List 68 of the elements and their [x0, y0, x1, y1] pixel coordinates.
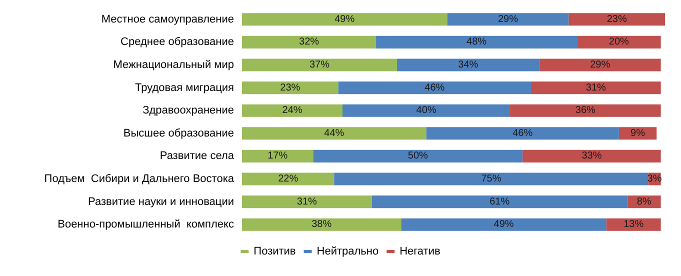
data-label: 40%	[416, 105, 436, 116]
bar	[242, 58, 397, 72]
data-label: 29%	[498, 14, 518, 25]
data-label: 24%	[282, 105, 302, 116]
data-label: 48%	[466, 36, 487, 48]
bar	[530, 82, 661, 94]
bar	[242, 172, 334, 186]
bar	[577, 36, 661, 48]
bar	[242, 196, 372, 208]
bar	[522, 150, 661, 162]
data-label: 32%	[299, 36, 320, 48]
data-label: 75%	[481, 174, 502, 184]
bar	[372, 196, 628, 208]
y-tick-label: Развитие науки и инновации	[88, 196, 234, 208]
data-label: 8%	[636, 196, 652, 208]
data-label: 23%	[280, 82, 300, 94]
y-tick-label: Здравоохранение	[142, 104, 234, 117]
data-label: 9%	[630, 128, 646, 139]
bar	[338, 82, 531, 94]
y-tick-label: Межнациональный мир	[113, 59, 234, 71]
bar	[568, 13, 665, 26]
data-label: 46%	[512, 128, 533, 139]
bar	[396, 58, 540, 72]
bar	[401, 218, 606, 231]
data-label: 33%	[582, 150, 602, 162]
bar	[242, 82, 338, 94]
data-label: 36%	[575, 105, 596, 116]
bar	[242, 104, 343, 117]
y-tick-label: Развитие села	[160, 150, 235, 162]
y-tick-label: Подъем Сибири и Дальнего Востока	[44, 173, 235, 185]
data-label: 61%	[490, 196, 510, 208]
bar	[242, 36, 376, 48]
data-label: 13%	[624, 219, 644, 230]
data-label: 29%	[590, 60, 610, 70]
data-label: 44%	[324, 128, 344, 139]
bar	[342, 104, 510, 117]
y-tick-label: Трудовая миграция	[135, 82, 234, 94]
y-tick-label: Военно-промышленный комплекс	[58, 218, 234, 231]
bar	[510, 104, 661, 117]
data-label: 46%	[424, 82, 445, 94]
data-label: 31%	[586, 82, 606, 94]
bar	[242, 13, 448, 26]
bar	[447, 13, 569, 26]
bar	[242, 218, 402, 231]
bar	[242, 150, 314, 162]
bar	[426, 127, 619, 140]
data-label: 49%	[334, 14, 355, 25]
bar	[313, 150, 523, 162]
bar	[242, 127, 426, 140]
data-label: 37%	[309, 60, 330, 70]
data-label: 38%	[312, 219, 332, 230]
data-label: 23%	[606, 14, 627, 25]
bar	[539, 58, 661, 72]
bar	[376, 36, 578, 48]
legend-label: Нейтрально	[316, 246, 379, 258]
y-tick-label: Среднее образование	[120, 36, 234, 48]
data-label: 49%	[494, 219, 514, 230]
data-label: 22%	[278, 174, 298, 184]
data-label: 50%	[408, 150, 428, 162]
y-tick-label: Высшее образование	[123, 127, 234, 140]
y-tick-label: Местное самоуправление	[101, 13, 234, 26]
legend-label: Негатив	[400, 246, 440, 258]
legend-label: Позитив	[254, 246, 296, 258]
data-label: 20%	[608, 36, 630, 48]
data-label: 17%	[268, 150, 288, 162]
data-label: 31%	[296, 196, 318, 208]
data-label: 34%	[458, 60, 478, 70]
bar	[334, 172, 648, 186]
